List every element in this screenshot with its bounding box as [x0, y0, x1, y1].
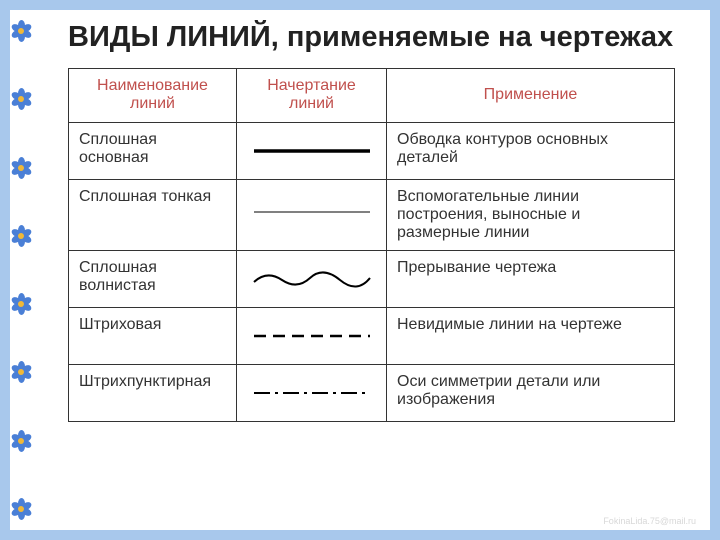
- table-row: Сплошная тонкая Вспомогательные линии пос…: [69, 179, 675, 250]
- table-row: Штрихпунктирная Оси симметрии детали или …: [69, 364, 675, 421]
- flower-decoration-strip: [8, 10, 36, 530]
- page-title: ВИДЫ ЛИНИЙ, применяемые на чертежах: [68, 22, 692, 54]
- cell-line-sample: [237, 364, 387, 421]
- cell-line-use: Невидимые линии на чертеже: [387, 307, 675, 364]
- cell-line-name: Штриховая: [69, 307, 237, 364]
- cell-line-sample: [237, 122, 387, 179]
- table-row: Сплошная основная Обводка контуров основн…: [69, 122, 675, 179]
- header-use: Применение: [387, 68, 675, 122]
- outer-frame: ВИДЫ ЛИНИЙ, применяемые на чертежах Наим…: [0, 0, 720, 540]
- header-style: Начертание линий: [237, 68, 387, 122]
- line-style-icon: [252, 193, 372, 223]
- line-style-icon: [252, 136, 372, 166]
- cell-line-name: Сплошная основная: [69, 122, 237, 179]
- slide-content: ВИДЫ ЛИНИЙ, применяемые на чертежах Наим…: [10, 10, 710, 530]
- line-style-icon: [252, 378, 372, 408]
- line-style-icon: [252, 321, 372, 351]
- flower-icon: [10, 20, 32, 42]
- watermark: FokinaLida.75@mail.ru: [603, 516, 696, 526]
- cell-line-use: Прерывание чертежа: [387, 250, 675, 307]
- flower-icon: [10, 293, 32, 315]
- cell-line-name: Сплошная волнистая: [69, 250, 237, 307]
- table-row: Штриховая Невидимые линии на чертеже: [69, 307, 675, 364]
- flower-icon: [10, 225, 32, 247]
- flower-icon: [10, 88, 32, 110]
- line-style-icon: [252, 264, 372, 294]
- header-name: Наименование линий: [69, 68, 237, 122]
- flower-icon: [10, 430, 32, 452]
- cell-line-name: Сплошная тонкая: [69, 179, 237, 250]
- table-header-row: Наименование линий Начертание линий Прим…: [69, 68, 675, 122]
- cell-line-use: Обводка контуров основных деталей: [387, 122, 675, 179]
- cell-line-sample: [237, 307, 387, 364]
- cell-line-name: Штрихпунктирная: [69, 364, 237, 421]
- cell-line-use: Оси симметрии детали или изображения: [387, 364, 675, 421]
- cell-line-sample: [237, 179, 387, 250]
- table-row: Сплошная волнистая Прерывание чертежа: [69, 250, 675, 307]
- flower-icon: [10, 157, 32, 179]
- flower-icon: [10, 361, 32, 383]
- line-types-table: Наименование линий Начертание линий Прим…: [68, 68, 675, 422]
- flower-icon: [10, 498, 32, 520]
- cell-line-use: Вспомогательные линии построения, выносн…: [387, 179, 675, 250]
- cell-line-sample: [237, 250, 387, 307]
